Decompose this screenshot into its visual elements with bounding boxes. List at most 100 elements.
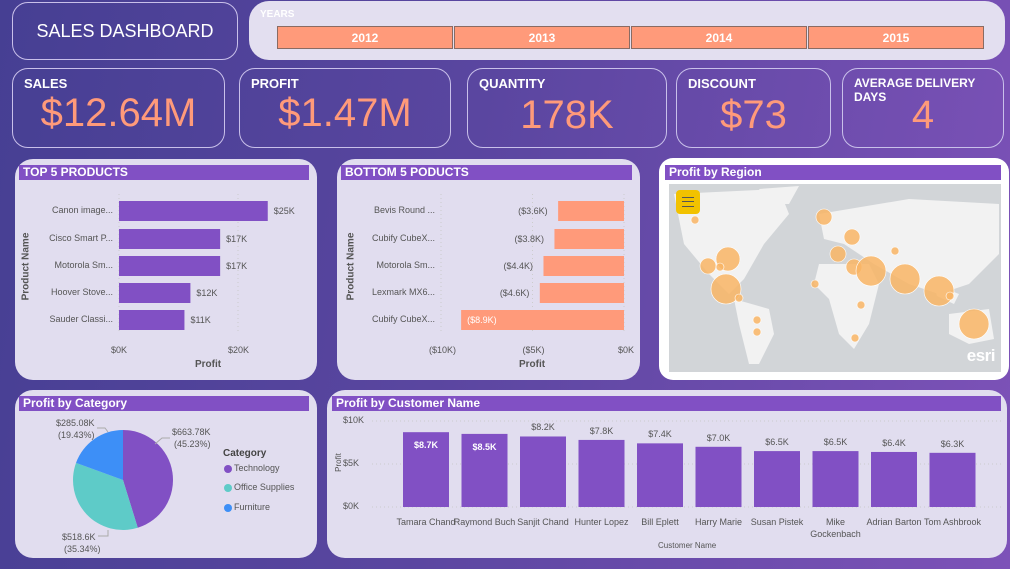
bar [554,229,624,249]
bar [578,439,625,507]
legend-item: Furniture [234,502,271,512]
bar [558,201,624,221]
slice-percent-label: (45.23%) [174,439,211,449]
chart-canvas [440,194,625,334]
customer-label: Adrian Barton [866,517,922,527]
slice-percent-label: (19.43%) [58,430,95,440]
bar [929,452,976,507]
tick-label: $0K [343,501,360,511]
region-bubble [958,308,990,340]
region-bubble [945,291,955,301]
bar [461,433,508,507]
dashboard-title: SALES DASHBOARD [12,2,238,60]
chart-canvas [372,420,1002,508]
land-mass [819,199,999,294]
year-2013-button[interactable]: 2013 [454,26,630,49]
product-label: Bevis Round ... [373,205,435,215]
tick-label: $10K [343,415,365,425]
data-label: $6.4K [882,437,906,448]
kpi-value: $12.64M [40,91,197,135]
profit-by-region-panel: Profit by Region esri [659,158,1009,380]
tick-label: $5K [343,458,360,468]
legend-title: Category [223,448,267,459]
panel-header: TOP 5 PRODUCTS [19,165,309,180]
year-2012-button[interactable]: 2012 [277,26,453,49]
bar [119,229,221,249]
slice-value-label: $663.78K [172,427,211,437]
kpi-discount: DISCOUNT $73 [676,68,831,148]
y-axis-title: Profit [333,453,343,472]
legend-marker [224,484,232,492]
data-label: ($4.4K) [503,261,533,271]
product-label: Cubify CubeX... [371,233,435,243]
region-bubble [815,208,833,226]
bar [119,310,185,330]
land-mass [674,189,789,294]
customer-label: Raymond Buch [453,517,516,527]
leader-line [98,530,109,537]
region-bubble [923,275,955,307]
region-bubble [752,315,762,325]
year-2014-button[interactable]: 2014 [631,26,807,49]
kpi-avg-delivery-days: AVERAGE DELIVERY DAYS 4 [842,68,1004,148]
y-axis-title: Product Name [20,232,32,301]
chart-canvas [72,427,173,537]
map-menu-button[interactable] [676,190,700,214]
tick-label: $20K [228,345,250,355]
data-label: $8.2K [531,422,555,433]
legend-item: Technology [234,463,280,473]
region-bubble [734,293,744,303]
region-map[interactable] [669,184,1001,372]
x-axis-title: Profit [195,359,222,370]
land-mass [814,264,879,349]
region-bubble [829,245,847,263]
year-2015-button[interactable]: 2015 [808,26,984,49]
product-label: Lexmark MX6... [371,287,435,297]
kpi-label: SALES [24,76,68,91]
tick-label: $0K [111,345,128,355]
region-bubble [890,246,900,256]
bar [403,432,449,507]
land-mass [759,186,799,204]
bar [520,436,566,507]
y-axis-title: Product Name [345,232,357,301]
kpi-label: AVERAGE DELIVERY DAYS [854,76,976,104]
customer-label: Tom Ashbrook [923,517,982,527]
bar [543,256,624,276]
kpi-value: $73 [720,93,787,137]
kpi-label: DISCOUNT [688,76,756,91]
product-label: Canon image... [51,205,113,215]
bar [637,443,683,507]
kpi-profit: PROFIT $1.47M [239,68,451,148]
product-label: Cisco Smart P... [49,233,113,243]
data-label: $17K [226,261,248,271]
data-label: ($8.9K) [467,315,497,325]
data-label: ($3.8K) [514,234,544,244]
product-label: Motorola Sm... [376,260,435,270]
data-label: $12K [196,288,218,298]
bar [695,446,742,507]
kpi-label: QUANTITY [479,76,546,91]
hamburger-icon [682,197,694,207]
esri-logo: esri [966,346,996,365]
product-label: Cubify CubeX... [371,314,435,324]
customer-label: Tamara Chand [396,517,456,527]
region-bubble [715,262,725,272]
kpi-value: $1.47M [278,91,412,135]
data-label: ($3.6K) [518,206,548,216]
customer-label: Mike Gockenbach [810,517,861,539]
kpi-quantity: QUANTITY 178K [467,68,667,148]
customer-label: Sanjit Chand [517,517,569,527]
region-bubble [850,333,860,343]
data-label: $8.5K [472,441,497,452]
kpi-label: PROFIT [251,76,299,91]
tick-label: ($5K) [522,345,545,355]
year-slicer: YEARS 2012 2013 2014 2015 [249,1,1005,60]
region-bubble [889,263,921,295]
panel-header: Profit by Category [19,396,309,411]
customer-label: Harry Marie [694,517,742,527]
kpi-sales: SALES $12.64M [12,68,225,148]
region-bubble [752,327,762,337]
top-5-products-panel: TOP 5 PRODUCTS Canon image... $25K Cisco S… [15,159,317,380]
bar [119,256,221,276]
